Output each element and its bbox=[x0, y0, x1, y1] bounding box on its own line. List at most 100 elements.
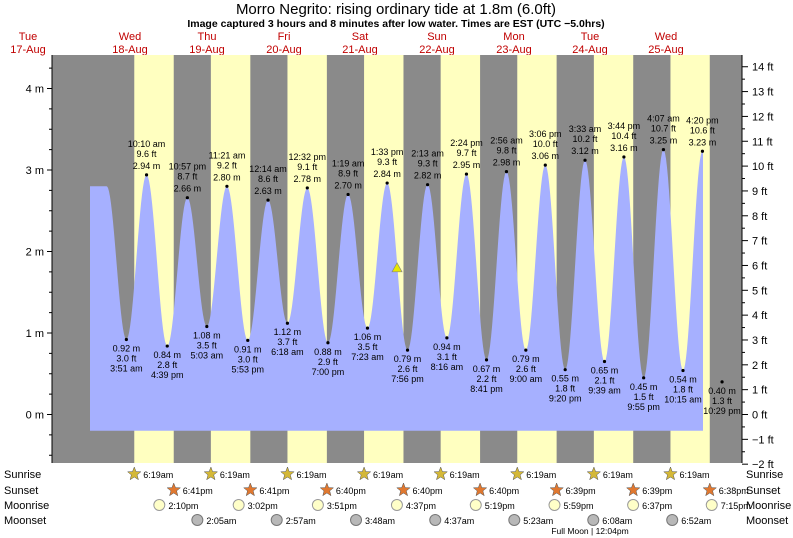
low-tide-time: 5:53 pm bbox=[232, 364, 265, 374]
moonset-time: 2:05am bbox=[206, 516, 236, 526]
low-tide-time: 7:23 am bbox=[351, 352, 384, 362]
low-tide-time: 10:29 pm bbox=[703, 406, 741, 416]
low-tide-metres: 1.12 m bbox=[274, 327, 302, 337]
low-tide-metres: 0.79 m bbox=[394, 354, 422, 364]
low-tide-feet: 1.5 ft bbox=[634, 392, 655, 402]
sunset-time: 6:39pm bbox=[566, 486, 596, 496]
moonrise-icon bbox=[627, 499, 640, 511]
chart-title: Morro Negrito: rising ordinary tide at 1… bbox=[236, 1, 556, 18]
low-tide-metres: 0.84 m bbox=[153, 350, 181, 360]
moonrise-time: 4:37pm bbox=[406, 501, 436, 511]
row-label-right-moonset: Moonset bbox=[746, 515, 788, 527]
moonset-time: 6:52am bbox=[681, 516, 711, 526]
moonset-time: 2:57am bbox=[286, 516, 316, 526]
day-labels: Tue17-AugWed18-AugThu19-AugFri20-AugSat2… bbox=[10, 31, 683, 56]
sunrise-time: 6:19am bbox=[220, 470, 250, 480]
high-tide-metres: 2.84 m bbox=[373, 169, 401, 179]
low-tide-time: 8:16 am bbox=[431, 362, 464, 372]
right-tick-label: −1 ft bbox=[752, 434, 774, 446]
right-tick-label: 2 ft bbox=[752, 360, 767, 372]
low-tide-point bbox=[246, 338, 250, 342]
low-tide-metres: 0.54 m bbox=[669, 374, 697, 384]
full-moon-note: Full Moon | 12:04pm bbox=[551, 526, 628, 536]
low-tide-point bbox=[602, 359, 607, 364]
sunrise-time: 6:19am bbox=[373, 470, 403, 480]
sunrise-time: 6:19am bbox=[143, 470, 173, 480]
moonrise-time: 5:59pm bbox=[563, 501, 593, 511]
sunset-time: 6:41pm bbox=[259, 486, 289, 496]
high-tide-point bbox=[185, 196, 189, 200]
right-tick-label: 14 ft bbox=[752, 62, 773, 74]
moonset-time: 3:48am bbox=[365, 516, 395, 526]
high-tide-feet: 10.6 ft bbox=[690, 125, 716, 135]
high-tide-point bbox=[266, 198, 270, 202]
day-of-week-label: Wed bbox=[655, 31, 677, 43]
high-tide-point bbox=[464, 172, 469, 176]
moonrise-time: 2:10pm bbox=[168, 501, 198, 511]
sunset-icon bbox=[166, 482, 182, 497]
sunrise-time: 6:19am bbox=[679, 470, 709, 480]
sunrise-icon bbox=[280, 466, 295, 481]
high-tide-point bbox=[543, 163, 547, 167]
high-tide-metres: 2.70 m bbox=[334, 180, 362, 190]
moonset-icon bbox=[429, 514, 442, 526]
low-tide-point bbox=[285, 321, 290, 325]
high-tide-feet: 9.6 ft bbox=[137, 149, 158, 159]
high-tide-point bbox=[346, 192, 350, 197]
high-tide-point bbox=[144, 173, 149, 177]
row-label-right-sunset: Sunset bbox=[746, 485, 780, 497]
high-tide-feet: 8.7 ft bbox=[177, 172, 198, 182]
high-tide-point bbox=[385, 181, 389, 185]
moonrise-time: 5:19pm bbox=[485, 501, 515, 511]
low-tide-time: 6:18 am bbox=[271, 347, 304, 357]
low-tide-time: 3:51 am bbox=[110, 364, 143, 374]
low-tide-time: 9:00 am bbox=[510, 374, 543, 384]
day-of-week-label: Mon bbox=[503, 31, 524, 43]
low-tide-point bbox=[484, 358, 489, 362]
high-tide-time: 1:19 am bbox=[332, 158, 365, 168]
sun-moon-table: Sunrise Sunrise Sunset Sunset Moonrise Moonri… bbox=[4, 466, 791, 536]
low-tide-feet: 3.5 ft bbox=[357, 342, 378, 352]
high-tide-feet: 10.2 ft bbox=[573, 134, 599, 144]
low-tide-point bbox=[563, 368, 567, 372]
low-tide-feet: 1.8 ft bbox=[673, 384, 694, 394]
sunset-time: 6:38pm bbox=[719, 486, 749, 496]
high-tide-point bbox=[425, 183, 430, 187]
chart-subtitle: Image captured 3 hours and 8 minutes aft… bbox=[187, 18, 604, 30]
low-tide-time: 10:15 am bbox=[664, 394, 702, 404]
sunset-icon bbox=[472, 482, 488, 497]
left-tick-label: 0 m bbox=[26, 410, 44, 422]
high-tide-metres: 2.94 m bbox=[133, 161, 161, 171]
right-tick-label: 12 ft bbox=[752, 111, 773, 123]
moonset-time: 6:08am bbox=[602, 516, 632, 526]
high-tide-time: 2:24 pm bbox=[450, 138, 483, 148]
high-tide-metres: 2.98 m bbox=[493, 158, 521, 168]
day-of-week-label: Sat bbox=[352, 31, 369, 43]
high-tide-feet: 9.1 ft bbox=[297, 162, 318, 172]
high-tide-feet: 8.6 ft bbox=[258, 174, 279, 184]
low-tide-metres: 0.91 m bbox=[234, 344, 262, 354]
left-tick-label: 4 m bbox=[26, 84, 44, 96]
low-tide-feet: 2.1 ft bbox=[594, 376, 615, 386]
sunrise-icon bbox=[586, 466, 602, 481]
high-tide-metres: 2.80 m bbox=[213, 172, 241, 182]
low-tide-time: 5:03 am bbox=[191, 350, 224, 360]
moonrise-icon bbox=[153, 499, 166, 511]
high-tide-feet: 10.7 ft bbox=[651, 124, 677, 134]
low-tide-point bbox=[365, 326, 370, 330]
high-tide-metres: 3.06 m bbox=[532, 151, 560, 161]
date-label: 25-Aug bbox=[648, 44, 683, 56]
sunset-icon bbox=[549, 482, 564, 497]
low-tide-time: 7:56 pm bbox=[391, 374, 424, 384]
date-label: 22-Aug bbox=[419, 44, 454, 56]
low-tide-feet: 2.6 ft bbox=[398, 364, 419, 374]
moonrise-time: 7:15pm bbox=[721, 501, 751, 511]
low-tide-point bbox=[681, 368, 685, 373]
low-tide-point bbox=[524, 348, 528, 352]
sunset-icon bbox=[625, 482, 641, 497]
current-level-marker bbox=[391, 262, 403, 273]
right-tick-label: 8 ft bbox=[752, 211, 767, 223]
moonset-icon bbox=[587, 514, 600, 526]
day-of-week-label: Fri bbox=[278, 31, 291, 43]
high-tide-time: 1:33 pm bbox=[371, 147, 404, 157]
